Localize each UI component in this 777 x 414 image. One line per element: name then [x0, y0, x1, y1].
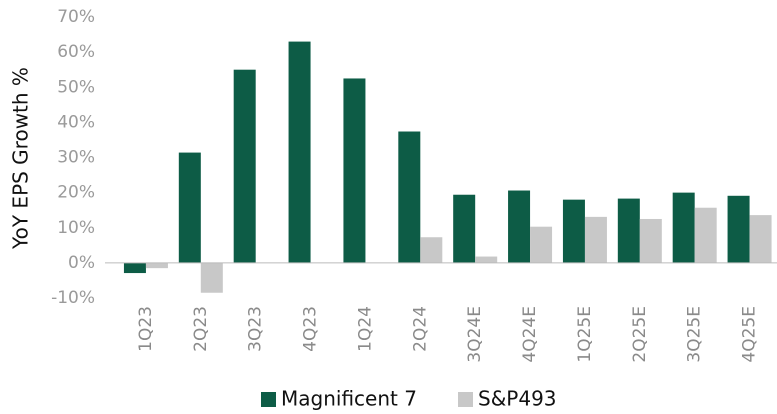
bar — [178, 152, 201, 263]
x-tick-label: 2Q25E — [630, 306, 650, 363]
x-tick-label: 4Q23 — [301, 306, 321, 352]
bar — [398, 131, 421, 263]
bar — [145, 262, 168, 269]
bar — [584, 216, 607, 263]
y-tick-label: 50% — [57, 77, 95, 97]
y-tick-label: 10% — [57, 218, 95, 238]
bar — [475, 256, 498, 263]
legend-label: Magnificent 7 — [281, 387, 417, 411]
x-tick-label: 1Q23 — [136, 306, 156, 352]
bar — [727, 195, 750, 263]
bar — [123, 262, 146, 274]
bar — [530, 226, 553, 263]
x-tick-label: 3Q25E — [685, 306, 705, 363]
legend-swatch — [458, 392, 473, 407]
bar — [562, 199, 585, 263]
legend-swatch — [261, 392, 276, 407]
bar — [233, 69, 256, 263]
bar — [617, 198, 640, 263]
y-tick-label: 60% — [57, 42, 95, 62]
x-tick-label: 4Q24E — [520, 306, 540, 363]
bar — [343, 78, 366, 263]
y-tick-label: -10% — [51, 288, 95, 308]
x-tick-label: 4Q25E — [740, 306, 760, 363]
bar — [200, 262, 223, 293]
bar — [453, 194, 476, 263]
bar — [420, 237, 443, 263]
x-tick-label: 1Q24 — [355, 306, 375, 352]
bar — [749, 215, 772, 263]
bar — [639, 218, 662, 263]
y-tick-label: 20% — [57, 183, 95, 203]
bar — [288, 41, 311, 263]
bar — [694, 207, 717, 263]
bar — [508, 190, 531, 263]
legend-label: S&P493 — [478, 387, 557, 411]
bar — [672, 192, 695, 263]
x-tick-label: 2Q24 — [410, 306, 430, 352]
y-tick-label: 30% — [57, 148, 95, 168]
y-tick-label: 40% — [57, 112, 95, 132]
x-tick-label: 1Q25E — [575, 306, 595, 363]
x-tick-label: 3Q24E — [465, 306, 485, 363]
x-tick-label: 3Q23 — [246, 306, 266, 352]
y-tick-label: 70% — [57, 7, 95, 27]
y-axis-label: YoY EPS Growth % — [9, 67, 33, 250]
x-tick-label: 2Q23 — [191, 306, 211, 352]
y-tick-label: 0% — [68, 253, 95, 273]
